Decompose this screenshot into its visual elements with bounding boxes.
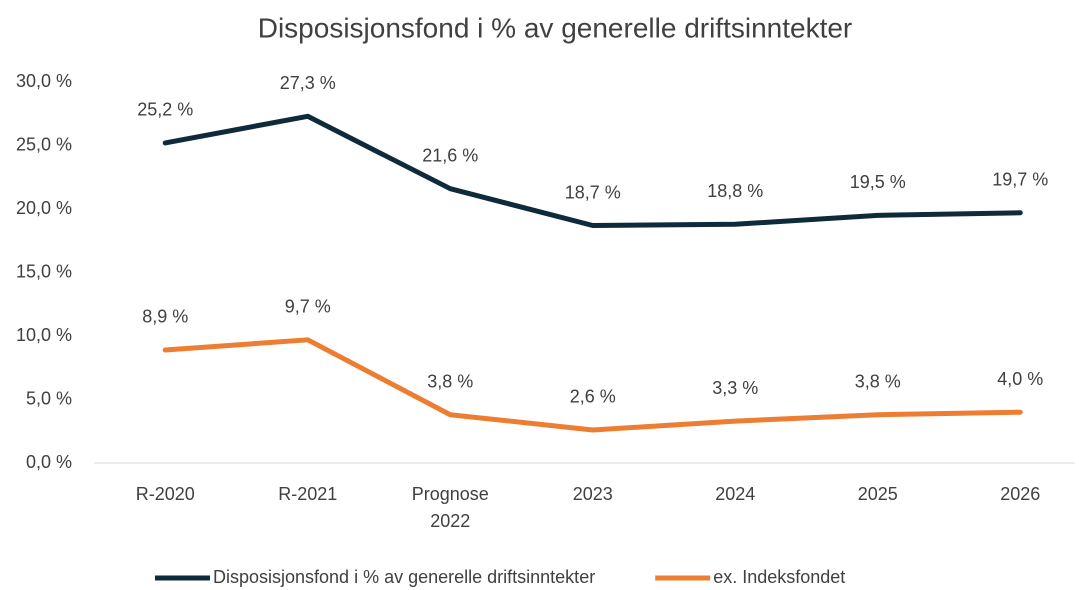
data-label: 3,3 %: [712, 378, 758, 398]
data-label: 19,5 %: [850, 172, 906, 192]
data-label: 25,2 %: [137, 100, 193, 120]
data-label: 3,8 %: [427, 371, 473, 391]
y-tick-label: 15,0 %: [16, 261, 72, 281]
x-tick-label: R-2021: [278, 484, 337, 504]
y-tick-label: 25,0 %: [16, 134, 72, 154]
x-tick-label: R-2020: [136, 484, 195, 504]
y-tick-label: 20,0 %: [16, 198, 72, 218]
y-tick-label: 5,0 %: [26, 388, 72, 408]
data-label: 8,9 %: [142, 307, 188, 327]
x-tick-label: 2026: [1000, 484, 1040, 504]
y-tick-label: 30,0 %: [16, 71, 72, 91]
data-label: 2,6 %: [570, 387, 616, 407]
series-line: [162, 113, 1023, 229]
data-label: 3,8 %: [855, 371, 901, 391]
data-label: 18,7 %: [565, 182, 621, 202]
x-tick-label: 2025: [858, 484, 898, 504]
series-line: [162, 337, 1023, 433]
legend-label: ex. Indeksfondet: [713, 567, 845, 587]
chart-title: Disposisjonsfond i % av generelle drifts…: [258, 12, 853, 43]
data-label: 27,3 %: [280, 73, 336, 93]
data-label: 19,7 %: [992, 170, 1048, 190]
data-label: 18,8 %: [707, 181, 763, 201]
x-tick-label: 2023: [573, 484, 613, 504]
data-label: 21,6 %: [422, 145, 478, 165]
x-tick-label: 2024: [715, 484, 755, 504]
data-label: 4,0 %: [997, 369, 1043, 389]
data-label: 9,7 %: [285, 297, 331, 317]
x-tick-label: Prognose 2022: [412, 484, 489, 531]
legend-label: Disposisjonsfond i % av generelle drifts…: [213, 567, 595, 587]
y-tick-label: 0,0 %: [26, 452, 72, 472]
y-tick-label: 10,0 %: [16, 325, 72, 345]
